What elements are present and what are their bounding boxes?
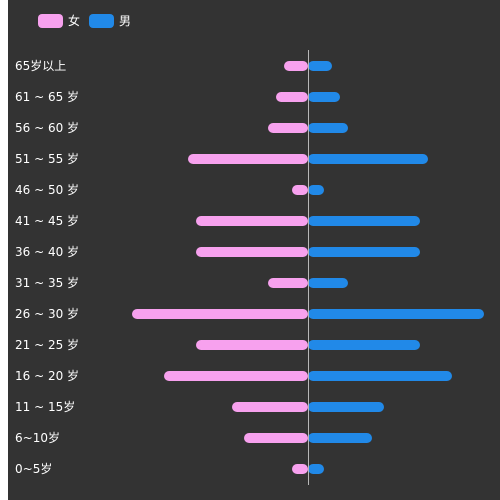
legend-label-male: 男 [119,14,132,28]
chart-legend: 女 男 [38,12,140,30]
bar-male [308,216,420,226]
category-label: 6~10岁 [15,430,60,445]
category-label: 56 ~ 60 岁 [15,120,79,135]
bar-male [308,247,420,257]
bar-male [308,123,348,133]
legend-swatch-male [89,14,115,28]
category-label: 21 ~ 25 岁 [15,337,79,352]
bar-male [308,154,428,164]
bar-male [308,433,372,443]
legend-item-female[interactable]: 女 [38,14,80,28]
category-label: 16 ~ 20 岁 [15,368,79,383]
bar-male [308,61,332,71]
bar-female [276,92,308,102]
bar-female [268,278,308,288]
bar-female [232,402,308,412]
bar-male [308,402,384,412]
legend-label-female: 女 [68,14,81,28]
bar-female [268,123,308,133]
category-label: 41 ~ 45 岁 [15,213,79,228]
bar-male [308,340,420,350]
bar-female [292,185,308,195]
bar-female [188,154,308,164]
category-label: 31 ~ 35 岁 [15,275,79,290]
bar-female [132,309,308,319]
bar-male [308,464,324,474]
bar-female [196,247,308,257]
bar-female [292,464,308,474]
legend-item-male[interactable]: 男 [89,14,131,28]
category-label: 36 ~ 40 岁 [15,244,79,259]
bar-female [284,61,308,71]
legend-swatch-female [38,14,63,28]
bar-female [164,371,308,381]
category-label: 61 ~ 65 岁 [15,89,79,104]
bar-male [308,92,340,102]
category-label: 26 ~ 30 岁 [15,306,79,321]
bar-female [196,340,308,350]
category-label: 51 ~ 55 岁 [15,151,79,166]
category-label: 0~5岁 [15,461,52,476]
bar-male [308,309,484,319]
bar-male [308,278,348,288]
bar-male [308,185,324,195]
category-label: 65岁以上 [15,58,66,73]
bar-male [308,371,452,381]
bar-female [196,216,308,226]
category-label: 46 ~ 50 岁 [15,182,79,197]
category-label: 11 ~ 15岁 [15,399,75,414]
bar-female [244,433,308,443]
